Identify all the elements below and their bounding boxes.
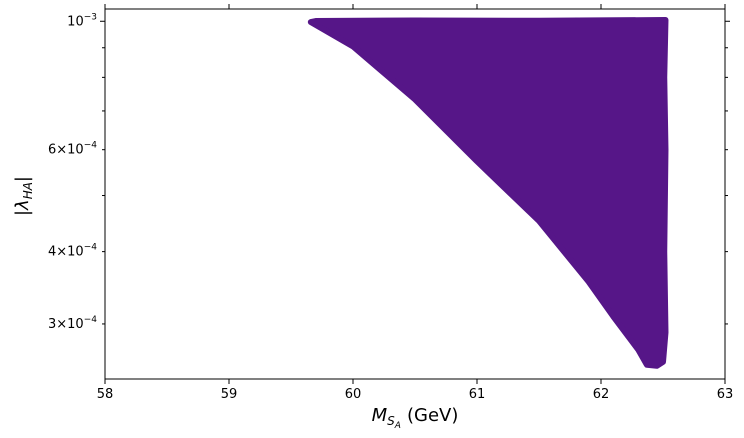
plot-frame [104, 8, 726, 380]
x-tick-label: 63 [717, 387, 734, 402]
y-axis-label-subscript: HA [21, 182, 35, 199]
plot-area [307, 17, 669, 369]
y-minor-tick-label: 4×10−4 [48, 243, 97, 260]
x-tick-label: 61 [469, 387, 486, 402]
y-major-tick-label: 10−3 [67, 12, 97, 29]
x-axis-label-sub-subscript: A [394, 421, 401, 431]
x-axis-label-subscript: S [387, 414, 395, 428]
y-minor-tick-mantissa: 3×10 [48, 317, 84, 332]
x-tick-label: 59 [221, 387, 238, 402]
x-axis-label-unit: (GeV) [407, 405, 458, 426]
y-axis-label: |λHA| [12, 176, 35, 216]
y-minor-tick-exponent: −4 [84, 141, 98, 151]
x-tick-label: 58 [97, 387, 114, 402]
x-axis-label-symbol: M [372, 405, 388, 426]
y-minor-tick-exponent: −4 [84, 315, 98, 325]
y-minor-tick-mantissa: 4×10 [48, 245, 84, 260]
y-minor-tick-label: 6×10−4 [48, 141, 97, 158]
y-axis-label-close: | [12, 176, 33, 182]
y-minor-tick-label: 3×10−4 [48, 315, 97, 332]
x-tick-label: 60 [345, 387, 362, 402]
x-tick-label: 62 [593, 387, 610, 402]
x-axis-label: MSA (GeV) [372, 405, 459, 431]
y-major-tick-mantissa: 10 [67, 14, 84, 29]
y-axis-label-symbol: |λ [12, 199, 33, 216]
y-minor-tick-exponent: −4 [84, 243, 98, 253]
scatter-region-series-0 [307, 17, 669, 369]
y-minor-tick-mantissa: 6×10 [48, 143, 84, 158]
y-major-tick-exponent: −3 [84, 12, 97, 22]
